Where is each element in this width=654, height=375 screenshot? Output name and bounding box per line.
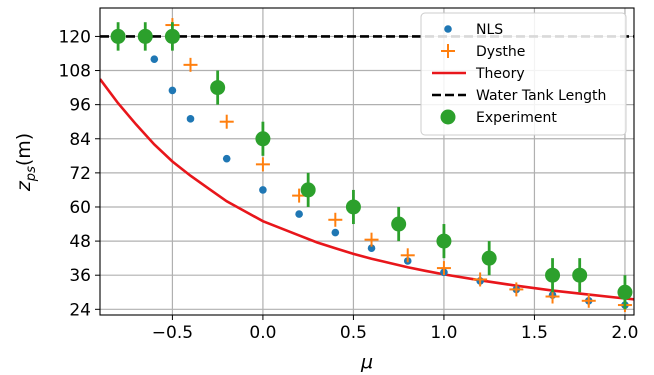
y-tick-label: 96	[69, 96, 91, 116]
experiment-point	[137, 28, 153, 44]
y-tick-label: 120	[59, 27, 91, 47]
dysthe-point	[473, 272, 488, 287]
legend-label-theory: Theory	[475, 66, 525, 82]
experiment-point	[391, 216, 407, 232]
legend-marker-experiment	[440, 109, 456, 125]
dysthe-point	[219, 114, 234, 129]
plot-frame	[99, 7, 635, 316]
dysthe-point	[255, 157, 270, 172]
legend-marker-nls	[444, 25, 452, 33]
experiment-point	[345, 199, 361, 215]
dysthe-point	[509, 282, 524, 297]
experiment-point	[481, 250, 497, 266]
x-tick-label: 2.0	[611, 323, 638, 343]
y-tick-label: 108	[59, 62, 91, 82]
y-tick-label: 48	[69, 232, 91, 252]
y-tick-label: 24	[69, 300, 91, 320]
y-axis-label-unit: (m)	[13, 133, 35, 166]
dysthe-point	[436, 261, 451, 276]
x-tick-label: 0.0	[249, 323, 276, 343]
legend: NLS Dysthe Theory Water Tank Length Expe…	[420, 12, 627, 136]
legend-box	[420, 12, 627, 136]
experiment-point	[300, 182, 316, 198]
theory-line	[100, 78, 634, 301]
x-tick-label: 1.5	[521, 323, 548, 343]
y-tick-label: 60	[69, 198, 91, 218]
dysthe-point	[581, 293, 596, 308]
y-axis-label-main: z	[13, 180, 35, 192]
nls-point	[168, 86, 177, 95]
x-tick-label: −0.5	[152, 323, 193, 343]
nls-point	[367, 244, 376, 252]
axis-ticks: −0.5 0.0 0.5 1.0 1.5 2.0 24 36 48 60 72 84 96 108 120	[59, 27, 639, 343]
nls-point	[150, 55, 159, 63]
legend-label-nls: NLS	[476, 22, 503, 38]
y-tick-label: 72	[69, 164, 91, 184]
experiment-point	[164, 28, 180, 44]
nls-point	[295, 210, 303, 218]
legend-marker-dysthe	[441, 44, 455, 58]
experiment-point	[255, 131, 271, 147]
dysthe-point	[183, 57, 198, 72]
experiment-point	[436, 233, 452, 249]
x-axis-label: μ	[360, 351, 373, 373]
experiment-point	[545, 267, 561, 283]
experiment-point	[617, 284, 633, 300]
experiment-point	[210, 80, 226, 96]
x-tick-label: 1.0	[430, 323, 457, 343]
dysthe-point	[328, 212, 343, 227]
experiment-point	[572, 267, 588, 283]
nls-point	[186, 115, 195, 123]
dysthe-point	[364, 232, 379, 247]
svg-text:zps(m): zps(m)	[13, 133, 39, 192]
legend-label-experiment: Experiment	[476, 110, 557, 126]
nls-point	[222, 154, 231, 163]
y-tick-label: 84	[69, 130, 91, 150]
legend-label-dysthe: Dysthe	[476, 44, 525, 60]
nls-point	[259, 186, 267, 194]
experiment-point	[110, 28, 126, 44]
y-tick-label: 36	[69, 266, 91, 286]
y-axis-label: zps(m)	[13, 133, 39, 192]
x-tick-label: 0.5	[340, 323, 367, 343]
nls-point	[331, 228, 340, 237]
y-axis-label-sub: ps	[24, 166, 39, 182]
dysthe-point	[400, 248, 415, 263]
legend-label-water-tank: Water Tank Length	[476, 88, 606, 104]
